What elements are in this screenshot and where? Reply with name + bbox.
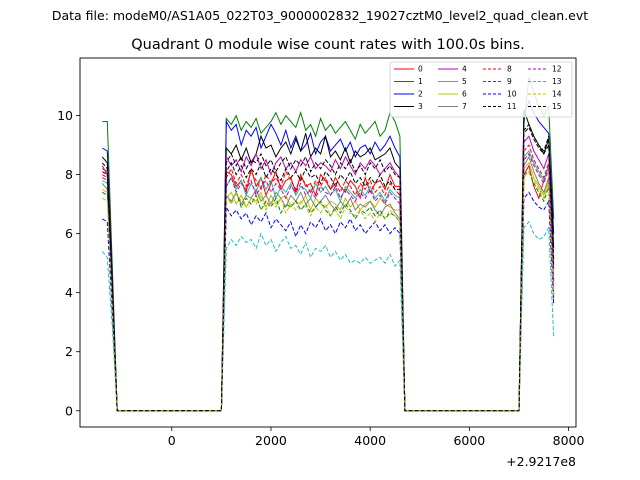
y-tick-label: 2	[65, 344, 73, 359]
y-tick-label: 10	[57, 108, 73, 123]
legend-label-9: 9	[507, 77, 512, 86]
series-line-15	[102, 123, 555, 412]
legend-label-2: 2	[418, 90, 423, 99]
legend-label-1: 1	[418, 77, 423, 86]
x-tick-label: 4000	[354, 433, 386, 448]
legend-label-4: 4	[462, 65, 467, 74]
legend-label-7: 7	[462, 102, 467, 111]
legend-label-15: 15	[552, 102, 562, 111]
legend-label-13: 13	[552, 77, 562, 86]
x-offset-label: +2.9217e8	[506, 454, 576, 469]
y-tick-label: 6	[65, 226, 73, 241]
plot-area	[101, 77, 555, 412]
legend-label-5: 5	[462, 77, 467, 86]
legend-label-8: 8	[507, 65, 512, 74]
legend-label-6: 6	[462, 90, 467, 99]
x-tick-label: 8000	[553, 433, 585, 448]
chart-title: Quadrant 0 module wise count rates with …	[131, 37, 525, 53]
legend-label-0: 0	[418, 65, 423, 74]
legend-label-12: 12	[552, 65, 562, 74]
y-tick-label: 4	[65, 285, 73, 300]
axes-frame	[79, 57, 577, 428]
x-tick-label: 2000	[255, 433, 287, 448]
file-suptitle: Data file: modeM0/AS1A05_022T03_90000028…	[52, 8, 588, 23]
x-tick-label: 0	[168, 433, 176, 448]
legend-box	[389, 61, 573, 118]
y-tick-label: 8	[65, 167, 73, 182]
y-tick-label: 0	[65, 403, 73, 418]
legend-label-3: 3	[418, 102, 423, 111]
legend-label-14: 14	[552, 90, 562, 99]
y-axis: 0 2 4 6 8 10	[57, 108, 80, 418]
legend-label-11: 11	[507, 102, 517, 111]
x-axis: 0 2000 4000 6000 8000	[168, 427, 585, 448]
legend-label-10: 10	[507, 90, 517, 99]
x-tick-label: 6000	[453, 433, 485, 448]
